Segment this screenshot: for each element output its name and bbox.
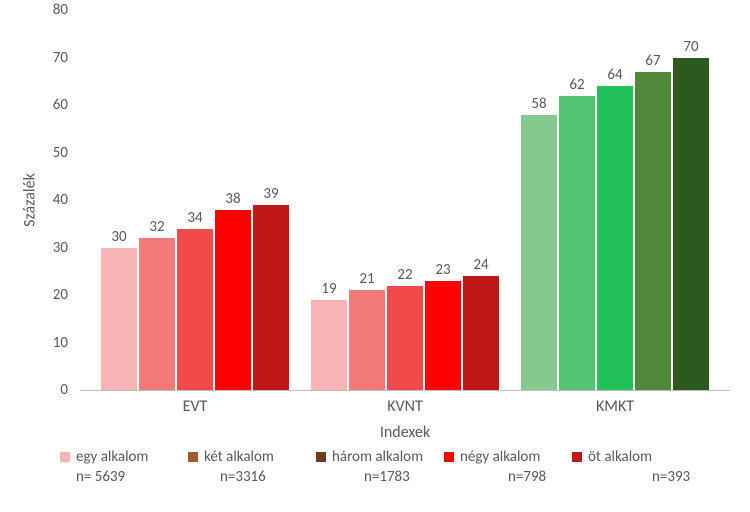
legend-swatch <box>444 452 454 462</box>
legend-row-labels: egy alkalom két alkalom három alkalom négy … <box>60 448 730 466</box>
bar-value-label: 22 <box>397 266 412 284</box>
legend-n-value: n=798 <box>492 468 618 486</box>
bar: 22 <box>387 286 423 391</box>
bar: 24 <box>463 276 499 390</box>
y-tick-label: 60 <box>40 96 68 114</box>
bar: 32 <box>139 238 175 390</box>
y-axis-title: Százalék <box>21 173 40 227</box>
bar: 30 <box>101 248 137 391</box>
legend-swatch <box>60 452 70 462</box>
legend: egy alkalom két alkalom három alkalom négy … <box>60 448 730 486</box>
bar-groups: 3032343839EVT1921222324KVNT5862646770KMK… <box>80 10 730 390</box>
x-axis-title: Indexek <box>80 423 730 442</box>
bar-value-label: 34 <box>187 209 202 227</box>
bar-value-label: 70 <box>683 38 698 56</box>
bar-group: 3032343839EVT <box>101 205 289 390</box>
legend-n-value: n= 5639 <box>60 468 186 486</box>
y-tick-label: 20 <box>40 286 68 304</box>
y-tick-label: 50 <box>40 144 68 162</box>
bar-value-label: 38 <box>225 190 240 208</box>
bar-value-label: 39 <box>263 185 278 203</box>
group-label: KMKT <box>596 397 634 416</box>
bar-value-label: 21 <box>359 270 374 288</box>
bar: 62 <box>559 96 595 391</box>
legend-item: egy alkalom <box>60 448 170 466</box>
legend-item: négy alkalom <box>444 448 554 466</box>
legend-label: két alkalom <box>204 448 274 466</box>
y-tick-label: 70 <box>40 49 68 67</box>
y-tick-label: 30 <box>40 239 68 257</box>
legend-label: egy alkalom <box>76 448 148 466</box>
bar-value-label: 19 <box>321 280 336 298</box>
legend-swatch <box>316 452 326 462</box>
y-tick-label: 40 <box>40 191 68 209</box>
plot-area: Százalék 01020304050607080 3032343839EVT… <box>80 10 730 391</box>
bar: 23 <box>425 281 461 390</box>
bar: 67 <box>635 72 671 390</box>
group-label: EVT <box>183 397 208 416</box>
bar-value-label: 24 <box>473 256 488 274</box>
legend-item: öt alkalom <box>572 448 682 466</box>
y-tick-label: 0 <box>40 381 68 399</box>
bar-value-label: 32 <box>149 218 164 236</box>
bar: 70 <box>673 58 709 391</box>
bar-value-label: 64 <box>607 66 622 84</box>
group-label: KVNT <box>387 397 423 416</box>
bar: 64 <box>597 86 633 390</box>
y-tick-label: 80 <box>40 1 68 19</box>
legend-label: öt alkalom <box>588 448 652 466</box>
y-tick-label: 10 <box>40 334 68 352</box>
legend-n-value: n=393 <box>636 468 750 486</box>
legend-label: három alkalom <box>332 448 423 466</box>
legend-swatch <box>188 452 198 462</box>
bar: 39 <box>253 205 289 390</box>
legend-label: négy alkalom <box>460 448 540 466</box>
bar-value-label: 30 <box>111 228 126 246</box>
bar-group: 5862646770KMKT <box>521 58 709 391</box>
bar-chart: Százalék 01020304050607080 3032343839EVT… <box>0 0 750 512</box>
legend-n-value: n=3316 <box>204 468 330 486</box>
bar-value-label: 23 <box>435 261 450 279</box>
legend-item: két alkalom <box>188 448 298 466</box>
bar-group: 1921222324KVNT <box>311 276 499 390</box>
legend-item: három alkalom <box>316 448 426 466</box>
bar-value-label: 62 <box>569 76 584 94</box>
bar: 38 <box>215 210 251 391</box>
bar: 19 <box>311 300 347 390</box>
legend-swatch <box>572 452 582 462</box>
legend-row-n: n= 5639n=3316n=1783n=798n=393 <box>60 468 730 486</box>
bar-value-label: 67 <box>645 52 660 70</box>
legend-n-value: n=1783 <box>348 468 474 486</box>
bar: 34 <box>177 229 213 391</box>
bar-value-label: 58 <box>531 95 546 113</box>
bar: 21 <box>349 290 385 390</box>
bar: 58 <box>521 115 557 391</box>
